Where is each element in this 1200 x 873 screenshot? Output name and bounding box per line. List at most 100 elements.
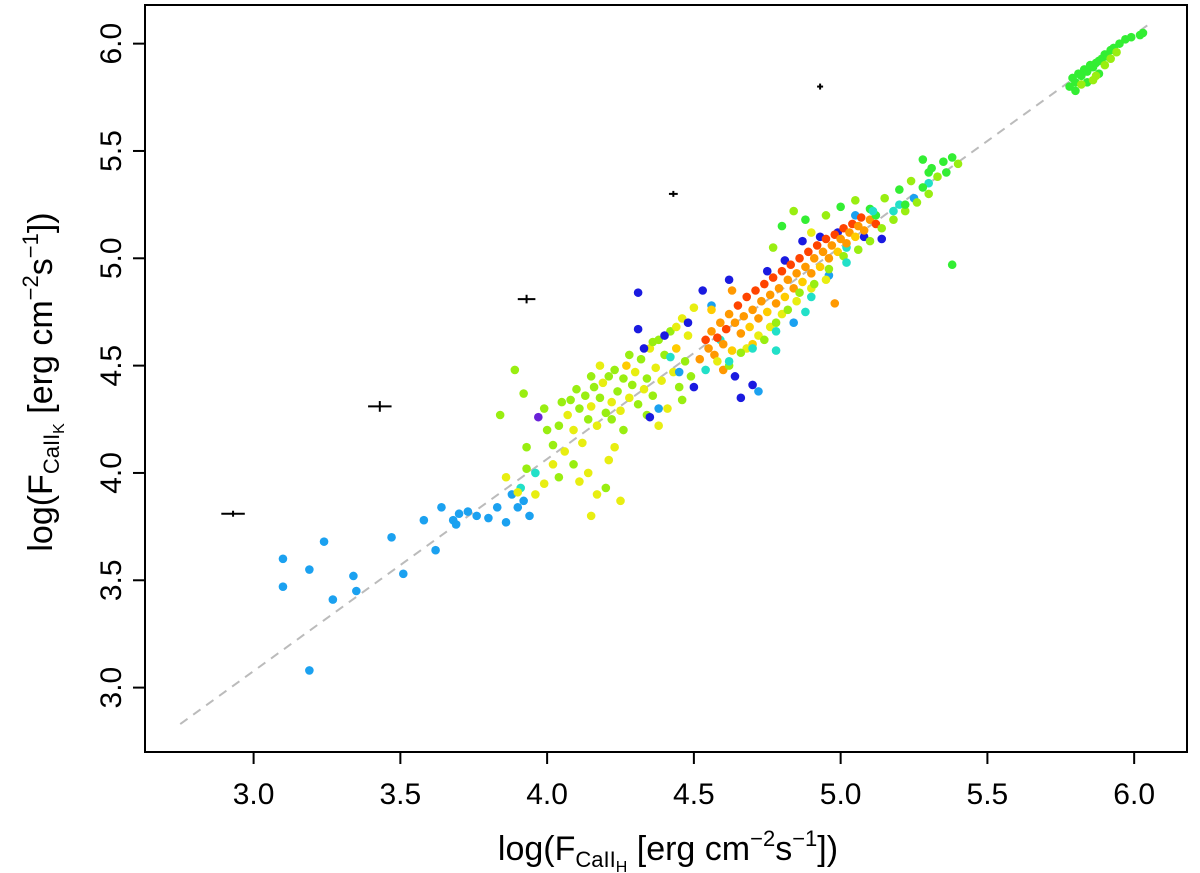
data-point	[856, 213, 866, 222]
data-point	[569, 425, 578, 435]
data-point	[548, 440, 558, 450]
error-cross	[668, 190, 678, 197]
data-point	[953, 159, 963, 169]
data-point	[1106, 54, 1115, 63]
data-point	[748, 380, 757, 390]
data-point	[601, 408, 611, 418]
data-point	[918, 183, 928, 192]
data-point	[305, 666, 314, 675]
data-point	[739, 311, 749, 321]
data-point	[513, 487, 523, 497]
y-tick-label: 3.5	[95, 559, 128, 601]
data-point	[548, 460, 558, 469]
data-point	[542, 425, 552, 435]
data-point	[762, 307, 772, 317]
data-point	[633, 288, 643, 297]
y-tick-label: 5.5	[95, 130, 128, 172]
data-point	[795, 288, 804, 297]
data-point	[654, 404, 663, 413]
y-tick-label: 5.0	[95, 237, 128, 279]
data-point	[651, 363, 661, 373]
data-point	[639, 384, 649, 394]
data-point	[821, 275, 831, 285]
data-point	[539, 479, 549, 488]
data-point	[804, 247, 813, 257]
data-point	[674, 367, 684, 377]
data-point	[583, 468, 593, 478]
x-tick-label: 3.5	[380, 778, 422, 811]
data-point	[762, 266, 772, 276]
data-point	[630, 367, 640, 377]
data-point	[821, 234, 831, 244]
data-point	[736, 393, 746, 403]
data-point	[569, 460, 578, 469]
data-point	[842, 238, 851, 248]
points-layer	[278, 28, 1148, 675]
data-point	[906, 176, 916, 186]
data-point	[760, 335, 769, 345]
data-point	[795, 253, 804, 263]
data-point	[674, 382, 684, 392]
data-point	[736, 329, 746, 338]
data-point	[754, 314, 763, 323]
data-point	[657, 376, 666, 385]
data-point	[328, 595, 338, 604]
data-point	[809, 253, 819, 263]
data-point	[625, 393, 634, 403]
data-point	[798, 277, 807, 287]
data-point	[748, 305, 757, 315]
data-point	[760, 279, 769, 289]
data-point	[710, 350, 719, 360]
data-point	[586, 372, 596, 381]
data-point	[677, 395, 687, 405]
data-point	[912, 198, 922, 207]
error-cross	[517, 294, 536, 304]
data-point	[792, 269, 801, 278]
data-point	[780, 292, 790, 302]
data-point	[806, 292, 816, 302]
data-point	[713, 357, 722, 366]
data-point	[698, 286, 707, 295]
data-point	[645, 412, 655, 422]
y-axis-label: log(FCaIIK [erg cm−2s−1])	[18, 212, 68, 551]
data-point	[716, 318, 725, 327]
data-point	[531, 490, 540, 499]
y-tick-label: 4.5	[95, 345, 128, 387]
data-point	[792, 296, 801, 306]
data-point	[642, 374, 652, 383]
data-point	[701, 365, 710, 375]
data-point	[1138, 28, 1148, 38]
data-point	[707, 305, 716, 315]
data-point	[830, 299, 840, 308]
data-point	[1112, 47, 1121, 57]
y-tick-label: 6.0	[95, 23, 128, 65]
data-point	[765, 290, 775, 300]
data-point	[583, 414, 593, 424]
data-point	[933, 172, 942, 182]
data-point	[745, 322, 754, 332]
data-point	[774, 284, 784, 293]
data-point	[604, 455, 614, 465]
data-point	[733, 301, 743, 310]
error-cross	[817, 83, 824, 90]
data-point	[616, 496, 625, 506]
data-point	[607, 397, 616, 407]
data-point	[419, 515, 429, 525]
x-axis: 3.0 3.5 4.0 4.5 5.0 5.5 6.0	[233, 751, 1155, 811]
data-point	[686, 372, 696, 381]
data-point	[522, 464, 531, 473]
data-point	[595, 393, 605, 403]
data-point	[736, 348, 746, 358]
data-point	[666, 352, 675, 362]
data-point	[627, 380, 637, 390]
data-point	[895, 185, 904, 194]
data-point	[575, 477, 584, 486]
data-point	[707, 326, 716, 336]
data-point	[1100, 60, 1110, 70]
data-point	[721, 324, 731, 334]
data-point	[724, 309, 734, 319]
data-point	[880, 193, 889, 203]
data-point	[648, 391, 658, 400]
data-point	[777, 266, 787, 276]
